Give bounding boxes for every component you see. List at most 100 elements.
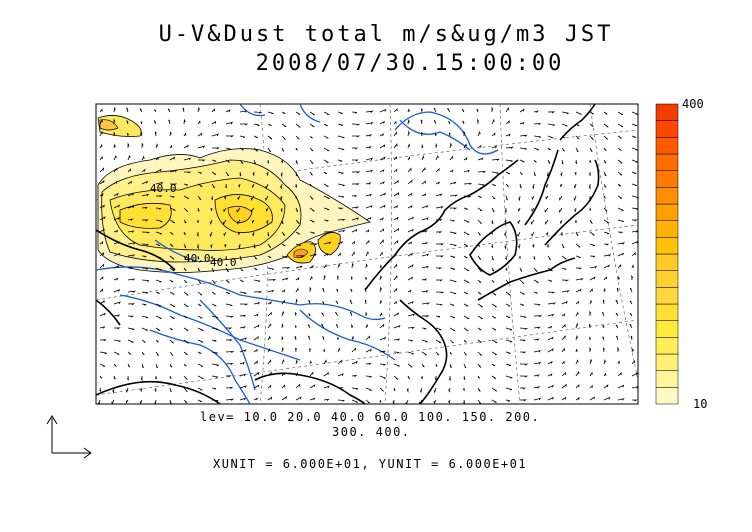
- wind-arrow: [420, 119, 423, 125]
- wind-arrow: [97, 399, 101, 404]
- wind-arrow: [617, 207, 624, 211]
- wind-arrow: [253, 135, 258, 139]
- wind-arrow: [281, 358, 285, 365]
- wind-arrow: [519, 147, 527, 150]
- wind-arrow: [449, 279, 457, 283]
- wind-arrow: [505, 315, 511, 318]
- vector-units: XUNIT = 6.000E+01, YUNIT = 6.000E+01: [213, 457, 528, 471]
- wind-arrow: [267, 384, 272, 389]
- wind-arrow: [169, 169, 178, 173]
- wind-arrow: [519, 159, 525, 163]
- wind-arrow: [99, 363, 106, 367]
- wind-arrow: [573, 195, 577, 202]
- wind-arrow: [448, 120, 451, 125]
- wind-arrow: [295, 171, 298, 177]
- wind-arrow: [603, 384, 609, 389]
- wind-arrow: [547, 291, 556, 294]
- wind-arrow: [545, 183, 549, 189]
- wind-arrow: [113, 351, 120, 355]
- wind-arrow: [113, 229, 119, 233]
- wind-arrow: [617, 159, 623, 164]
- wind-arrow: [266, 219, 269, 225]
- wind-arrow: [237, 195, 241, 201]
- wind-arrow: [407, 241, 413, 245]
- wind-arrow: [463, 169, 470, 173]
- wind-arrow: [631, 264, 634, 269]
- wind-arrow: [99, 193, 104, 197]
- wind-arrow: [169, 195, 175, 198]
- wind-arrow: [155, 339, 159, 343]
- wind-arrow: [463, 219, 470, 223]
- wind-arrow: [533, 303, 541, 306]
- wind-arrow: [545, 195, 549, 200]
- wind-arrow: [603, 219, 610, 224]
- wind-arrow: [449, 291, 457, 295]
- wind-arrow: [519, 267, 523, 272]
- colorbar-segment: [655, 137, 679, 155]
- wind-arrow: [561, 290, 570, 293]
- wind-arrow: [575, 243, 581, 248]
- wind-arrow: [211, 120, 217, 125]
- wind-arrow: [449, 363, 452, 368]
- colorbar-segment: [655, 103, 679, 121]
- wind-arrow: [365, 399, 370, 404]
- wind-arrow: [197, 207, 200, 212]
- wind-arrow: [349, 311, 353, 317]
- wind-arrow: [449, 142, 452, 149]
- wind-arrow: [393, 300, 397, 305]
- wind-arrow: [393, 312, 399, 317]
- wind-arrow: [337, 386, 344, 390]
- wind-arrow: [323, 398, 330, 401]
- wind-arrow: [477, 207, 483, 212]
- wind-arrow: [379, 156, 386, 161]
- wind-arrow: [421, 278, 428, 281]
- wind-arrow: [113, 289, 121, 293]
- wind-arrow: [253, 348, 258, 353]
- wind-arrow: [435, 167, 440, 173]
- wind-arrow: [421, 205, 429, 209]
- wind-arrow: [617, 346, 620, 353]
- wind-arrow: [351, 183, 360, 186]
- wind-arrow: [211, 339, 217, 342]
- wind-arrow: [435, 142, 438, 149]
- wind-arrow: [351, 335, 355, 341]
- wind-arrow: [491, 339, 498, 344]
- wind-arrow: [561, 313, 566, 317]
- wind-arrow: [505, 387, 513, 391]
- wind-arrow: [491, 195, 496, 200]
- wind-arrow: [463, 231, 470, 236]
- wind-arrow: [393, 156, 398, 161]
- wind-arrow: [505, 195, 508, 201]
- wind-arrow: [463, 327, 469, 332]
- colorbar-segment: [655, 387, 679, 405]
- wind-arrow: [211, 351, 218, 354]
- wind-arrow: [477, 315, 483, 320]
- wind-arrow: [281, 219, 284, 225]
- wind-arrow: [505, 255, 507, 260]
- wind-arrow: [631, 111, 638, 115]
- wind-arrow: [463, 363, 467, 369]
- wind-arrow: [141, 180, 149, 185]
- wind-arrow: [351, 228, 358, 233]
- wind-arrow: [236, 219, 241, 225]
- wind-arrow: [533, 291, 538, 294]
- wind-arrow: [407, 313, 416, 317]
- wind-arrow: [155, 243, 161, 246]
- wind-arrow: [379, 239, 384, 245]
- wind-arrow: [239, 159, 244, 164]
- wind-arrow: [169, 375, 172, 380]
- wind-arrow: [505, 171, 511, 175]
- wind-arrow: [407, 363, 413, 368]
- wind-arrow: [253, 243, 256, 249]
- wind-arrow: [435, 181, 440, 185]
- wind-arrow: [365, 311, 368, 316]
- wind-arrow: [322, 336, 325, 341]
- wind-arrow: [447, 107, 451, 113]
- wind-arrow: [561, 347, 566, 353]
- wind-arrow: [253, 397, 258, 401]
- wind-arrow: [533, 159, 537, 163]
- wind-arrow: [323, 264, 327, 269]
- wind-arrow: [393, 338, 401, 341]
- wind-arrow: [113, 241, 120, 245]
- wind-arrow: [435, 231, 443, 234]
